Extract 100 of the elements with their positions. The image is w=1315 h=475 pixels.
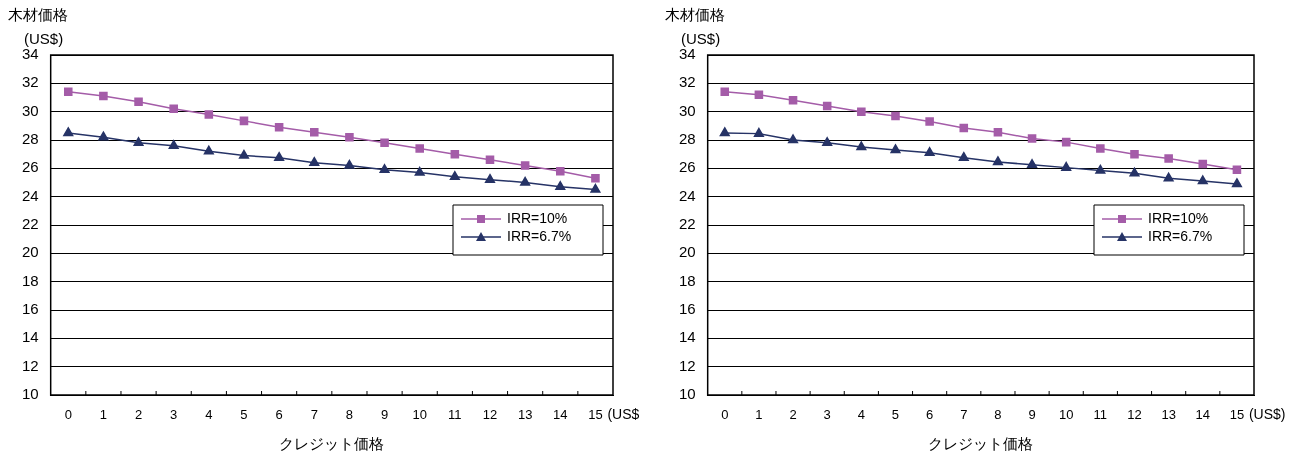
- point: [1061, 137, 1071, 147]
- point: [345, 132, 354, 142]
- y-tick-label: 26: [679, 158, 696, 176]
- x-tick-label: 10: [412, 406, 427, 422]
- y-tick-label: 30: [679, 101, 696, 119]
- legend-label: IRR=6.7%: [507, 227, 572, 244]
- y-tick-label: 28: [679, 130, 696, 148]
- point: [344, 159, 355, 169]
- y-tick-label: 18: [22, 271, 39, 289]
- x-tick-label: 0: [64, 406, 72, 422]
- point: [788, 96, 798, 105]
- text: (US$): [1248, 405, 1286, 422]
- x-tick-label: 2: [789, 406, 797, 422]
- x-tick-label: 15: [588, 406, 603, 422]
- x-tick-label: 5: [891, 406, 900, 422]
- point: [169, 104, 178, 114]
- x-tick-label: 3: [170, 406, 178, 422]
- point: [379, 164, 390, 173]
- point: [309, 127, 319, 137]
- point: [450, 149, 460, 159]
- point: [856, 141, 867, 151]
- point: [720, 87, 730, 97]
- point: [591, 173, 600, 183]
- y-tick-label: 22: [679, 215, 696, 233]
- x-tick-label: 7: [310, 406, 318, 422]
- point: [134, 97, 143, 107]
- point: [1231, 178, 1243, 188]
- x-tick-label: 3: [823, 406, 831, 422]
- x-tick-label: 10: [1058, 406, 1074, 422]
- point: [274, 122, 284, 132]
- x-tick-label: 13: [1161, 406, 1176, 422]
- point: [1026, 159, 1038, 169]
- point: [274, 151, 285, 161]
- y-tick-label: 12: [22, 356, 39, 374]
- x-tick-label: 8: [994, 406, 1002, 422]
- x-tick-label: 9: [1028, 406, 1036, 422]
- point: [238, 149, 250, 159]
- point: [590, 183, 601, 193]
- y-tick-label: 16: [679, 300, 696, 318]
- point: [1232, 165, 1242, 175]
- x-tick-label: 15: [1229, 406, 1245, 422]
- point: [98, 131, 109, 141]
- point: [1198, 159, 1208, 169]
- point: [520, 176, 531, 186]
- point: [1027, 134, 1037, 143]
- point: [555, 181, 566, 190]
- point: [719, 127, 730, 137]
- point: [63, 127, 74, 137]
- point: [1163, 172, 1174, 182]
- point: [449, 171, 460, 181]
- point: [754, 90, 764, 99]
- x-tick-label: 4: [857, 406, 865, 422]
- legend-label: IRR=6.7%: [1148, 227, 1213, 244]
- point: [753, 127, 764, 137]
- point: [204, 110, 214, 119]
- x-tick-label: 13: [517, 406, 533, 422]
- y-tick-label: 32: [679, 73, 696, 91]
- y-tick-label: 24: [679, 186, 696, 204]
- x-tick-label: 9: [380, 406, 389, 422]
- x-tick-label: 0: [721, 406, 729, 422]
- x-tick-label: 14: [553, 406, 568, 422]
- point: [787, 134, 799, 144]
- point: [822, 101, 832, 111]
- point: [925, 117, 934, 126]
- y-tick-label: 12: [679, 356, 696, 374]
- y-tick-label: 10: [22, 385, 39, 403]
- point: [993, 127, 1003, 137]
- y-tick-label: 16: [22, 300, 39, 318]
- y-tick-label: 20: [22, 243, 39, 261]
- y-tick-label: 20: [679, 243, 696, 261]
- point: [99, 91, 108, 101]
- y-tick-label: 22: [22, 215, 39, 233]
- x-tick-label: 4: [205, 406, 213, 422]
- y-axis-title: 木材価格: [665, 6, 725, 23]
- x-tick-label: 6: [926, 406, 934, 422]
- x-tick-label: 12: [482, 406, 498, 422]
- x-tick-label: 12: [1127, 406, 1142, 422]
- point: [1164, 154, 1173, 163]
- y-tick-label: 24: [22, 186, 39, 204]
- point: [857, 107, 866, 116]
- x-axis-title: クレジット価格: [928, 435, 1034, 453]
- point: [415, 144, 424, 153]
- x-tick-label: 8: [345, 406, 354, 422]
- point: [992, 156, 1003, 166]
- point: [959, 123, 969, 133]
- text: (US$): [681, 30, 721, 47]
- y-tick-label: 26: [22, 158, 39, 176]
- point: [485, 155, 495, 165]
- point: [924, 147, 935, 156]
- y-tick-label: 18: [679, 271, 696, 289]
- y-tick-label: 10: [679, 385, 696, 403]
- point: [556, 166, 565, 176]
- point: [380, 138, 389, 148]
- x-tick-label: 14: [1195, 406, 1211, 422]
- y-tick-label: 14: [22, 328, 39, 346]
- point: [1130, 149, 1139, 159]
- x-tick-label: 6: [275, 406, 283, 422]
- point: [958, 151, 969, 161]
- x-tick-label: 2: [134, 406, 143, 422]
- point: [133, 137, 144, 147]
